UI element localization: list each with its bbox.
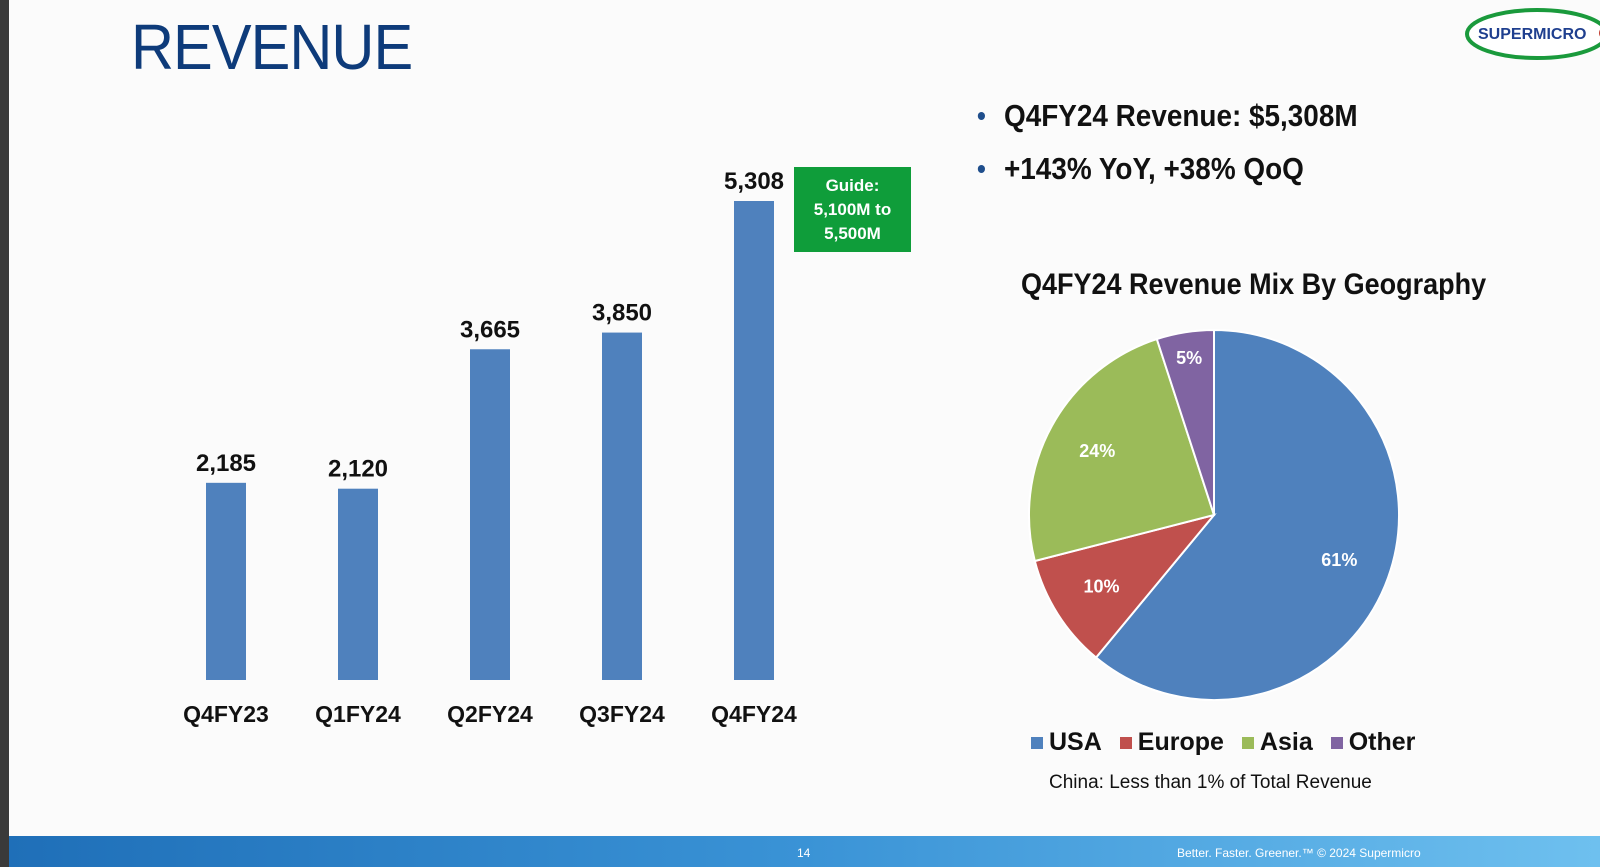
pie-slice-label: 24% [1079, 441, 1115, 461]
bar-value-label: 3,665 [460, 316, 520, 343]
page-title: REVENUE [131, 11, 413, 83]
logo-text: SUPERMICRO [1478, 26, 1586, 43]
revenue-bar-chart: 2,185 2,120 3,665 3,850 5,308 Q4FY23 Q1FY24 Q2… [183, 168, 797, 727]
footer-tagline: Better. Faster. Greener.™ © 2024 Supermi… [1177, 846, 1421, 860]
x-tick-label: Q4FY24 [711, 701, 797, 727]
legend-item-europe: Europe [1119, 728, 1224, 757]
page-number: 14 [797, 846, 811, 860]
guidance-range-low: 5,100M to [813, 199, 892, 219]
pie-slice-asia [1028, 337, 1216, 563]
legend-swatch-asia [1241, 736, 1254, 749]
bar-q4fy23 [206, 482, 246, 680]
bar-value-label: 2,185 [196, 450, 256, 477]
guidance-range-high: 5,500M [824, 223, 881, 243]
key-metrics-list: • Q4FY24 Revenue: $5,308M • +143% YoY, +38… [977, 96, 1400, 202]
revenue-bullet: Q4FY24 Revenue: $5,308M [1004, 98, 1358, 133]
bar-q3fy24 [602, 332, 642, 680]
pie-slice-label: 10% [1084, 576, 1120, 596]
bullet-icon: • [977, 100, 986, 131]
slide: REVENUE SUPERMICRO • Q4FY24 Revenue: $5,3… [9, 0, 1600, 867]
x-tick-label: Q3FY24 [579, 701, 665, 727]
legend-label: Europe [1137, 728, 1224, 756]
geography-pie-chart: 61% 10% 24% 5% [1028, 328, 1400, 701]
supermicro-logo: SUPERMICRO [1459, 8, 1600, 60]
pie-legend: USA Europe Asia Other [1031, 728, 1415, 757]
pie-slice-label: 61% [1321, 550, 1357, 570]
china-revenue-note: China: Less than 1% of Total Revenue [1049, 772, 1372, 793]
x-tick-label: Q4FY23 [183, 701, 269, 727]
legend-label: USA [1049, 728, 1102, 756]
x-tick-label: Q1FY24 [315, 701, 401, 727]
list-item: • Q4FY24 Revenue: $5,308M [977, 96, 1358, 149]
guidance-label: Guide: [825, 175, 880, 195]
bar-value-label: 2,120 [328, 456, 388, 483]
x-tick-label: Q2FY24 [447, 701, 533, 727]
bar-q2fy24 [470, 349, 510, 680]
legend-swatch-europe [1119, 736, 1132, 749]
pie-slice-label: 5% [1176, 348, 1202, 368]
legend-label: Asia [1259, 728, 1313, 756]
bar-q4fy24 [734, 201, 774, 680]
legend-item-asia: Asia [1241, 728, 1313, 757]
footer-bar: 14 Better. Faster. Greener.™ © 2024 Supe… [9, 836, 1600, 867]
list-item: • +143% YoY, +38% QoQ [977, 149, 1358, 202]
pie-slice-europe [1033, 513, 1217, 659]
bullet-icon: • [977, 153, 986, 184]
bar-value-label: 3,850 [592, 300, 652, 327]
growth-bullet: +143% YoY, +38% QoQ [1004, 151, 1304, 186]
legend-swatch-usa [1031, 736, 1043, 749]
legend-label: Other [1348, 728, 1416, 756]
legend-item-other: Other [1330, 728, 1416, 757]
pie-slice-usa [1094, 328, 1400, 701]
pie-chart-title: Q4FY24 Revenue Mix By Geography [1021, 268, 1487, 301]
bar-q1fy24 [338, 488, 378, 680]
guidance-box: Guide: 5,100M to 5,500M [794, 167, 911, 252]
pie-slice-other [1155, 328, 1215, 516]
legend-item-usa: USA [1031, 728, 1102, 757]
bar-value-label: 5,308 [724, 168, 784, 195]
legend-swatch-other [1330, 736, 1343, 749]
